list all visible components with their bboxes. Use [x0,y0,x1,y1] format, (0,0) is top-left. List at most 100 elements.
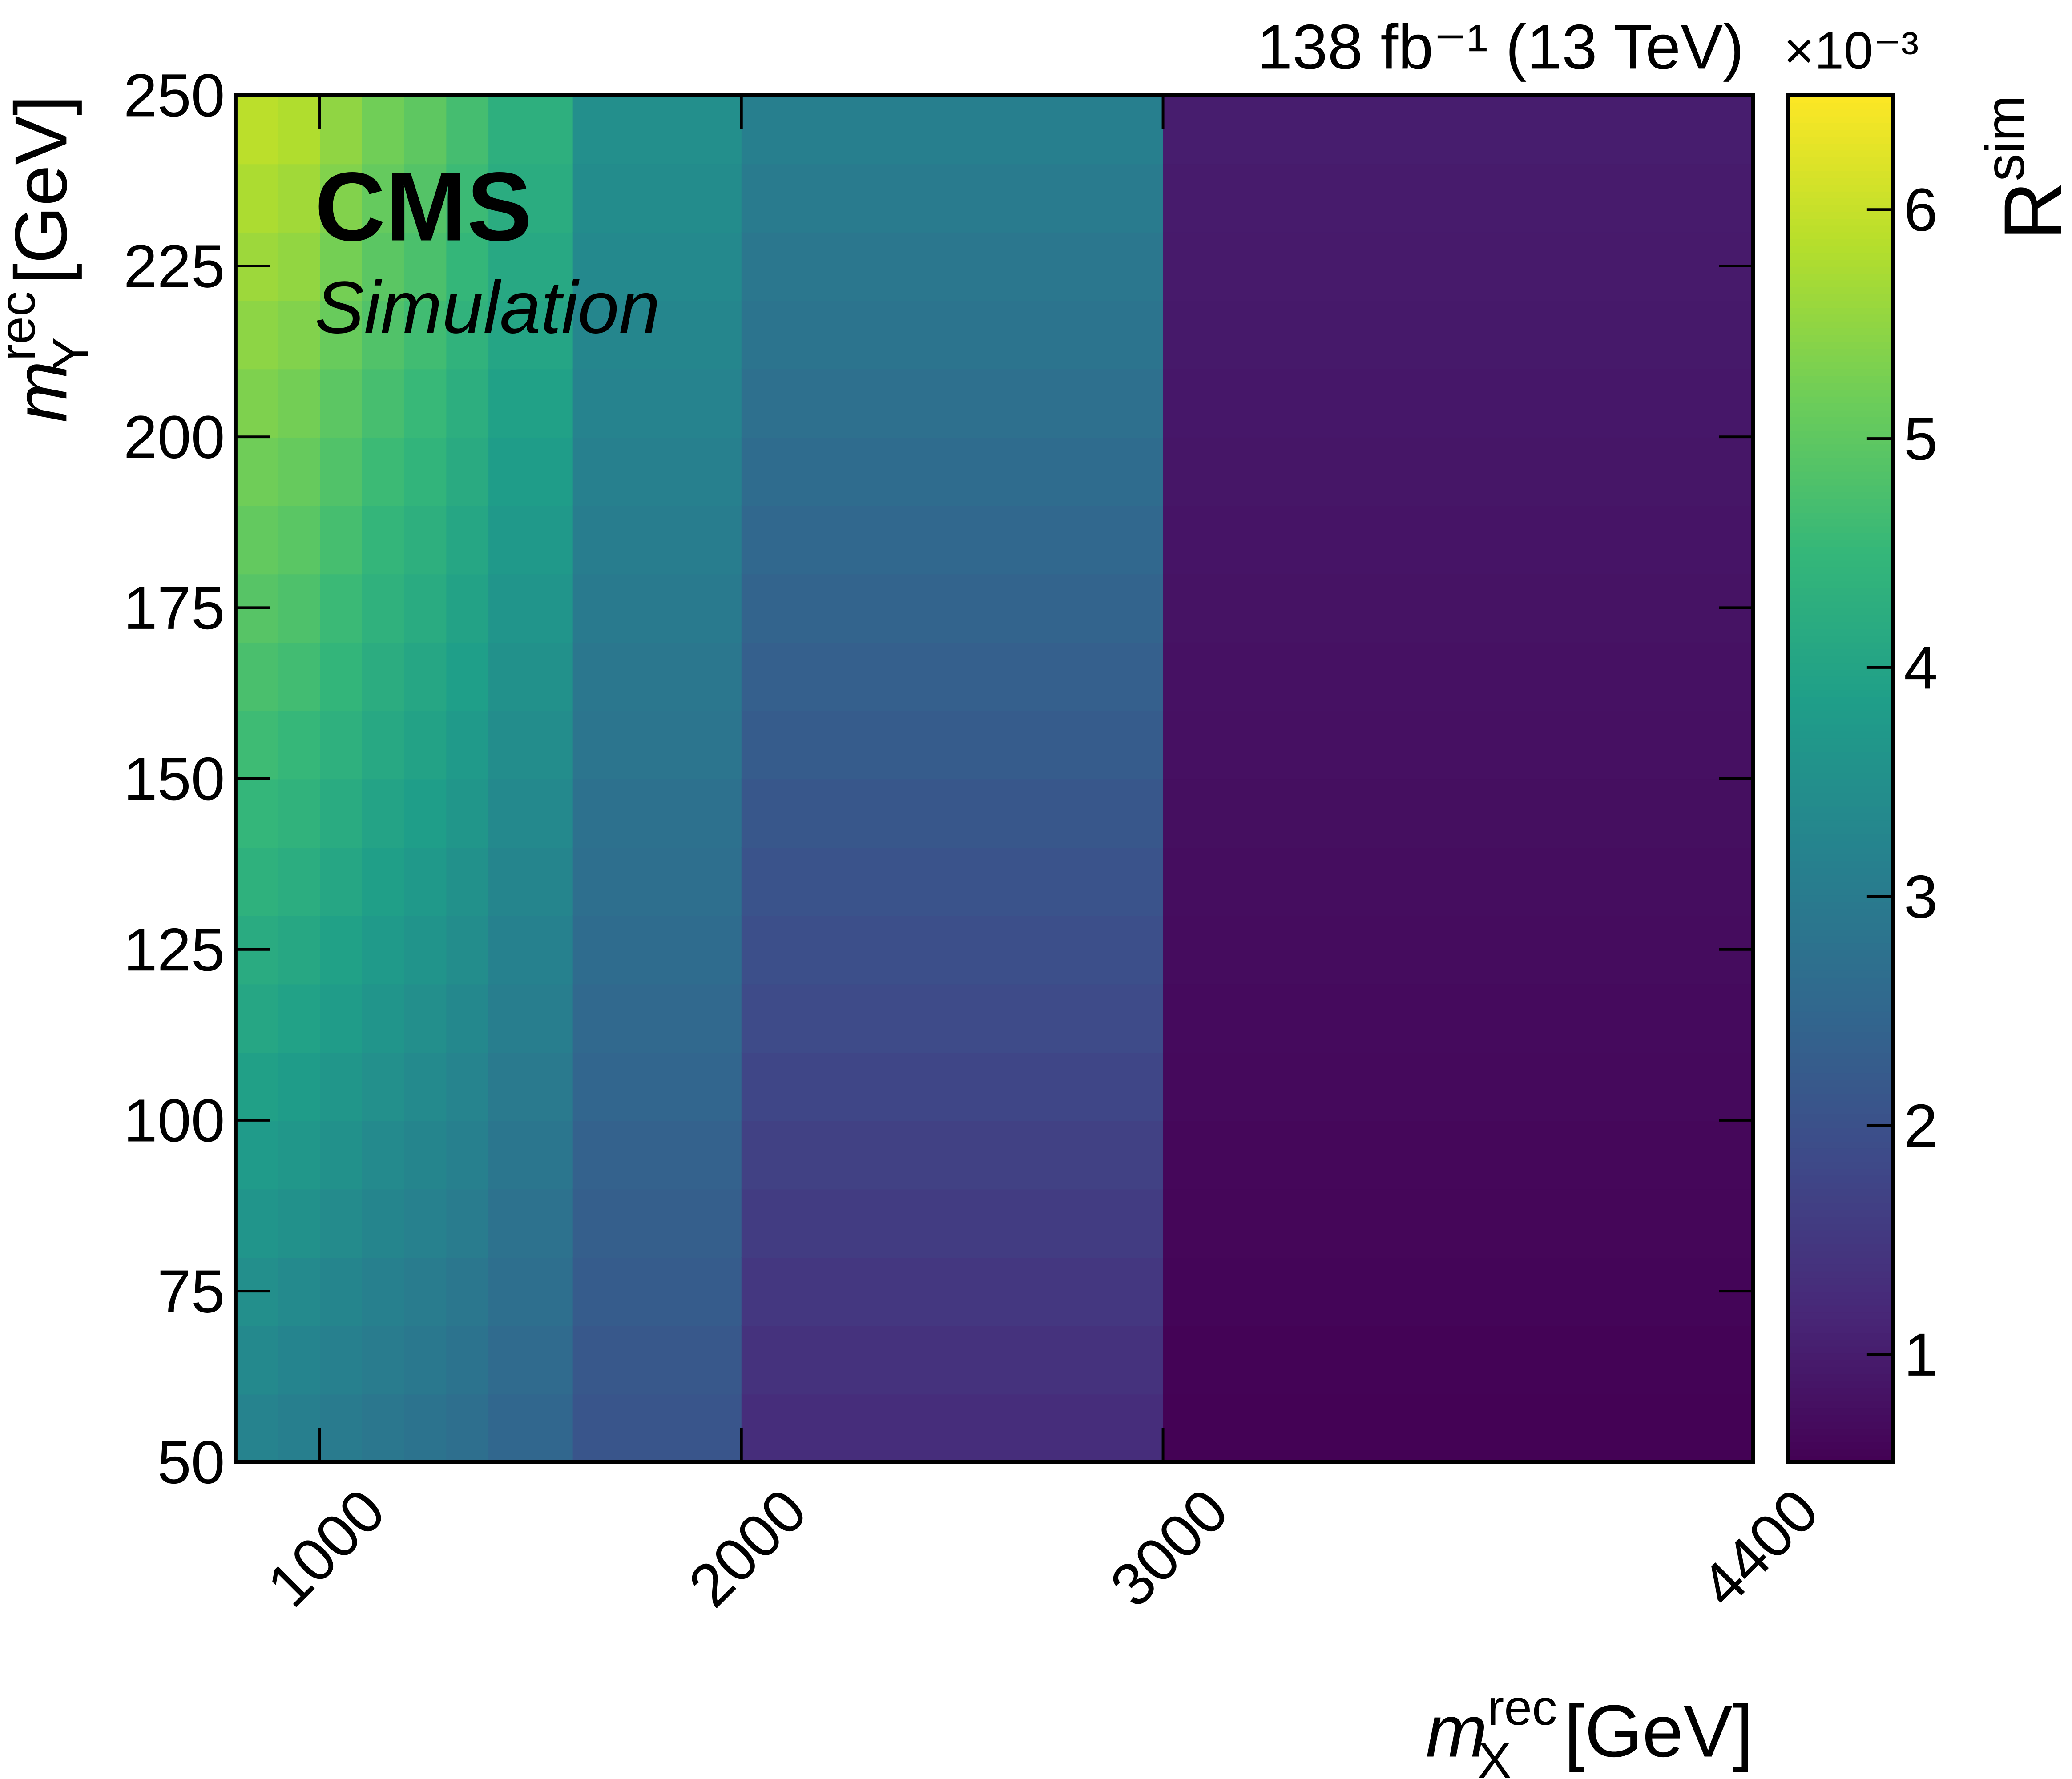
colorbar-segment [1787,799,1894,807]
heatmap-cell [446,1325,489,1395]
colorbar-segment [1787,758,1894,766]
colorbar-tick-label: 4 [1904,633,1938,701]
heatmap-cell [488,642,574,711]
y-tick-label: 150 [124,745,225,813]
heatmap-cell [320,505,363,575]
colorbar-segment [1787,484,1894,492]
heatmap-cell [488,710,574,780]
heatmap-cell [362,710,405,780]
heatmap-cell [404,847,447,916]
heatmap-cell [741,232,1164,301]
heatmap-cell [1163,642,1754,711]
heatmap-cell [404,368,447,438]
colorbar-segment [1787,1393,1894,1401]
colorbar-segment [1787,1038,1894,1046]
heatmap-cell [1163,1393,1754,1463]
colorbar-segment [1787,717,1894,725]
colorbar-segment [1787,505,1894,513]
colorbar-segment [1787,1209,1894,1217]
heatmap-cell [278,505,321,575]
colorbar-segment [1787,519,1894,527]
colorbar-segment [1787,1195,1894,1203]
heatmap-cell [362,368,405,438]
colorbar-segment [1787,1339,1894,1347]
heatmap-cell [488,1188,574,1258]
y-tick-label: 100 [124,1086,225,1154]
colorbar-segment [1787,1031,1894,1039]
colorbar-segment [1787,1175,1894,1183]
colorbar-segment [1787,902,1894,910]
z-label-superscript: sim [1974,95,2036,181]
colorbar-segment [1787,368,1894,376]
heatmap-cell [404,1393,447,1463]
heatmap-cell [741,163,1164,233]
colorbar-segment [1787,915,1894,923]
heatmap-cell [1163,437,1754,506]
colorbar-segment [1787,730,1894,739]
heatmap-cell [572,642,742,711]
heatmap-cells [235,95,1754,1463]
heatmap-cell [741,915,1164,985]
heatmap-cell [320,1188,363,1258]
colorbar-segment [1787,1414,1894,1422]
colorbar-segment [1787,785,1894,793]
colorbar-segment [1787,655,1894,664]
heatmap-cell [446,847,489,916]
colorbar-segment [1787,594,1894,602]
heatmap-cell [320,437,363,506]
heatmap-cell [404,1257,447,1326]
y-label-subscript: Y [42,337,98,370]
heatmap-cell [1163,1257,1754,1326]
heatmap-cell [1163,232,1754,301]
heatmap-cell [362,642,405,711]
colorbar-segment [1787,252,1894,260]
heatmap-cell [1163,983,1754,1053]
colorbar-segment [1787,792,1894,800]
heatmap-cell [446,300,489,370]
colorbar-segment [1787,1346,1894,1354]
colorbar-segment [1787,273,1894,281]
colorbar-segment [1787,1168,1894,1176]
heatmap-cell [488,300,574,370]
heatmap-cell [488,1393,574,1463]
heatmap-cell [488,368,574,438]
colorbar-segment [1787,853,1894,861]
heatmap-cell [235,95,279,165]
heatmap-cell [362,95,405,165]
heatmap-cell [278,710,321,780]
colorbar-segment [1787,1072,1894,1080]
heatmap-cell [741,573,1164,643]
x-label-symbol: m [1426,1690,1487,1773]
colorbar-segment [1787,1018,1894,1026]
colorbar-segment [1787,457,1894,465]
y-tick-label: 225 [124,232,225,300]
colorbar-segment [1787,389,1894,397]
colorbar-segment [1787,1099,1894,1107]
colorbar-segment [1787,826,1894,834]
colorbar-segment [1787,662,1894,670]
colorbar-segment [1787,197,1894,205]
colorbar-segment [1787,778,1894,786]
heatmap-cell [1163,1188,1754,1258]
colorbar-segment [1787,1045,1894,1053]
y-label-unit: [GeV] [0,95,82,284]
colorbar-segment [1787,737,1894,745]
heatmap-cell [235,163,279,233]
status-label: Simulation [315,266,660,349]
colorbar-segment [1787,1127,1894,1135]
heatmap-cell [362,232,405,301]
heatmap-cell [488,915,574,985]
colorbar-tick-label: 3 [1904,862,1938,930]
colorbar-segment [1787,266,1894,274]
colorbar-segment [1787,847,1894,855]
heatmap-cell [446,95,489,165]
colorbar-segment [1787,1182,1894,1190]
heatmap-cell [488,1257,574,1326]
colorbar-segment [1787,676,1894,684]
heatmap-cell [572,778,742,848]
colorbar-segment [1787,1318,1894,1326]
colorbar-segment [1787,1188,1894,1196]
colorbar-segment [1787,354,1894,362]
